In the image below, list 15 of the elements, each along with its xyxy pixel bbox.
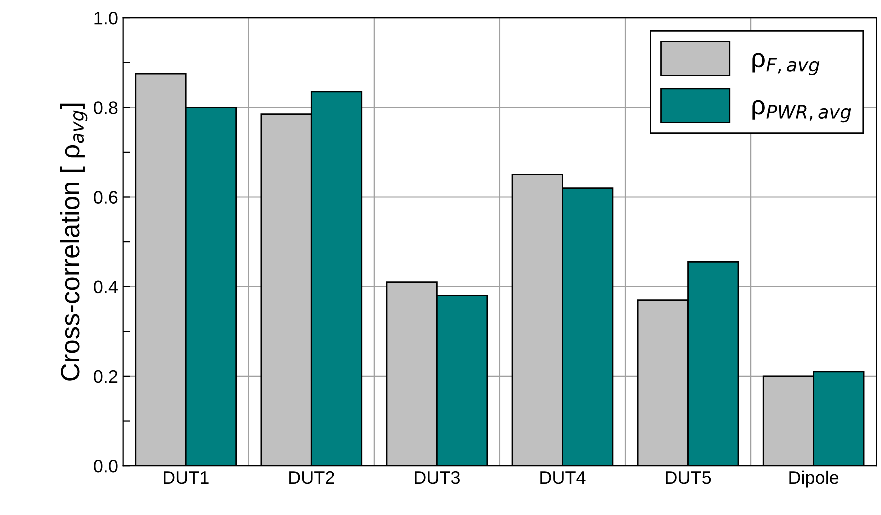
legend-label: ρ$_{PWR,avg}$ [752,100,852,123]
y-tick-label: 0.0 [94,460,118,473]
x-tick-label: DUT1 [164,472,209,484]
x-tick-label: DUT4 [540,472,586,484]
x-tick-label: DUT5 [666,472,712,484]
y-tick-label: 0.4 [94,280,118,294]
x-tick-label: Dipole [790,470,839,488]
y-tick-label: 0.8 [94,102,118,114]
x-tick-label: DUT3 [415,471,460,484]
y-tick-label: 1.0 [94,12,118,25]
y-tick-label: 0.2 [94,370,118,384]
y-axis-title: Cross-correlation [ ρ$_{avg}$] [60,104,88,381]
x-tick-label: DUT2 [290,471,334,484]
y-tick-label: 0.6 [94,191,118,204]
legend-label: ρ$_{F,avg}$ [752,53,820,76]
